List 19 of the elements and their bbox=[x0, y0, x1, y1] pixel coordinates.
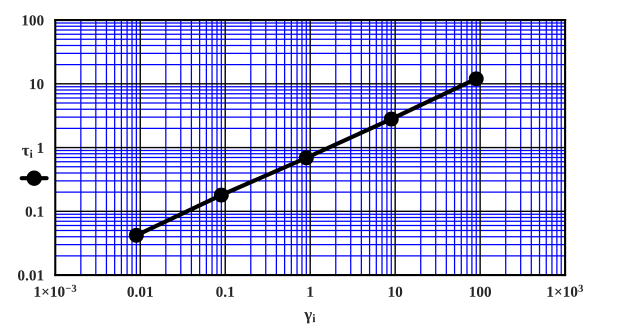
point bbox=[468, 71, 484, 86]
x-tick-label: 1×10$^{−3}$ bbox=[34, 284, 76, 297]
x-axis-title: γ$_{i}$ bbox=[304, 312, 316, 324]
point bbox=[384, 112, 399, 127]
y-tick-label: 10 bbox=[30, 78, 44, 90]
x-tick-label: 0.1 bbox=[216, 286, 234, 298]
point bbox=[128, 228, 144, 243]
x-tick-label: 100 bbox=[470, 286, 492, 297]
x-tick-label: 0.01 bbox=[127, 286, 153, 298]
y-tick-label: 100 bbox=[22, 15, 44, 26]
point bbox=[298, 150, 314, 166]
y-tick-label: 0.01 bbox=[18, 270, 44, 281]
x-tick-label: 10 bbox=[388, 286, 402, 297]
point bbox=[214, 188, 229, 203]
y-tick-label: 0.1 bbox=[26, 206, 44, 217]
y-axis-title: τ$_{i}$ bbox=[22, 148, 33, 158]
x-tick-label: 1×10$^{3}$ bbox=[548, 284, 584, 297]
y-tick-label: 1 bbox=[38, 142, 44, 153]
x-tick-label: 1 bbox=[308, 286, 314, 297]
